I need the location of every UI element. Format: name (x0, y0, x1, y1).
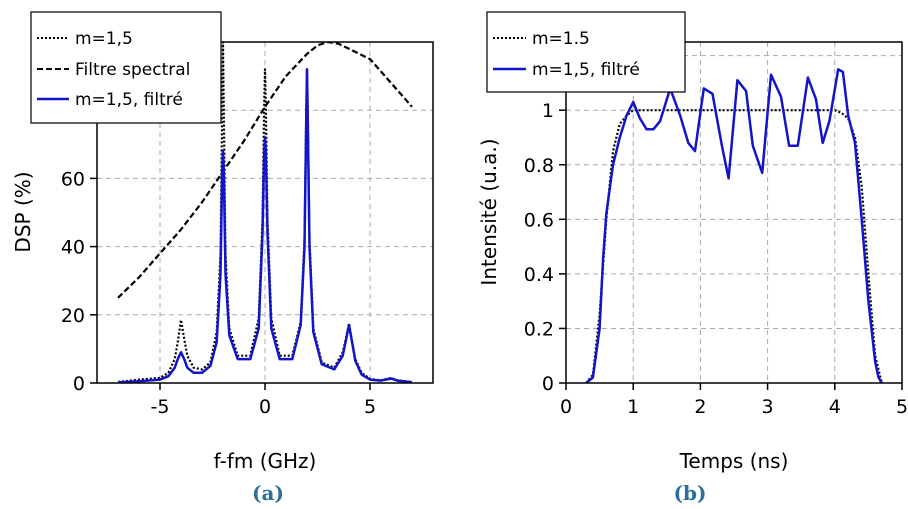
panel-b-legend-box (486, 11, 686, 93)
panel-b-xtick-label-0: 0 (560, 396, 572, 418)
panel-b-xtick-label-5: 5 (896, 396, 908, 418)
panel-b-xtick-label-4: 4 (829, 396, 841, 418)
panel-a-series-2-line (117, 68, 413, 383)
panel-a-ytick-label-0: 0 (73, 373, 85, 395)
panel-b-xtick-label-1: 1 (627, 396, 639, 418)
panel-a-legend-label-2: Filtre spectral (75, 60, 190, 80)
panel-b-series-1-line (585, 68, 883, 383)
panel-b-ytick-label-5: 1 (542, 100, 554, 122)
panel-b-legend-label-2: m=1,5, filtré (532, 60, 640, 80)
panel-b-ytick-label-0: 0 (542, 373, 554, 395)
panel-a-ytick-label-2: 40 (61, 237, 85, 259)
panel-a-series-1-line (117, 42, 413, 299)
panel-b-caption: (b) (674, 481, 707, 505)
panel-b-grid (566, 42, 902, 383)
panel-a-legend-label-3: m=1,5, filtré (75, 90, 183, 110)
panel-b-legend: m=1.5 m=1,5, filtré (486, 11, 686, 93)
panel-a-series (117, 42, 413, 383)
panel-b-xtick-label-3: 3 (762, 396, 774, 418)
panel-b-frame (565, 41, 903, 384)
panel-a-chart: -5 0 5 0 20 40 60 f-fm (GHz) DSP (%) m=1,5 Fil… (11, 11, 434, 505)
panel-b-xlabel: Temps (ns) (679, 449, 789, 473)
panel-b-ytick-label-1: 0.2 (524, 318, 554, 340)
panel-b-ytick-label-2: 0.4 (524, 264, 554, 286)
panel-b-series-0-line (585, 109, 883, 383)
panel-a-legend-label-1: m=1,5 (75, 29, 133, 49)
panel-a-xtick-label-0: -5 (151, 396, 170, 418)
panel-a-xtick-label-1: 0 (259, 396, 271, 418)
panel-b-xtick-label-2: 2 (694, 396, 706, 418)
panel-b-chart: 0 1 2 3 4 5 0 0.2 0.4 0.6 0.8 1 Temps (ns) Intensit… (477, 11, 908, 505)
panel-a-ytick-label-3: 60 (61, 168, 85, 190)
panel-a-ticks: -5 0 5 0 20 40 60 (61, 168, 376, 418)
panel-a-legend: m=1,5 Filtre spectral m=1,5, filtré (30, 11, 222, 124)
panel-a-ytick-label-1: 20 (61, 305, 85, 327)
panel-b-ytick-label-3: 0.6 (524, 209, 554, 231)
panel-b-legend-label-1: m=1.5 (532, 29, 590, 49)
panel-b-series (585, 68, 883, 383)
panel-a-ylabel: DSP (%) (11, 171, 35, 252)
panel-a-caption: (a) (252, 481, 284, 505)
panel-a-xtick-label-2: 5 (364, 396, 376, 418)
panel-b-ylabel: Intensité (u.a.) (477, 138, 501, 285)
panel-a-xlabel: f-fm (GHz) (214, 449, 317, 473)
panel-b-ytick-label-4: 0.8 (524, 155, 554, 177)
panel-b-ticks: 0 1 2 3 4 5 0 0.2 0.4 0.6 0.8 1 (524, 100, 908, 418)
panel-a-legend-box (30, 11, 222, 124)
